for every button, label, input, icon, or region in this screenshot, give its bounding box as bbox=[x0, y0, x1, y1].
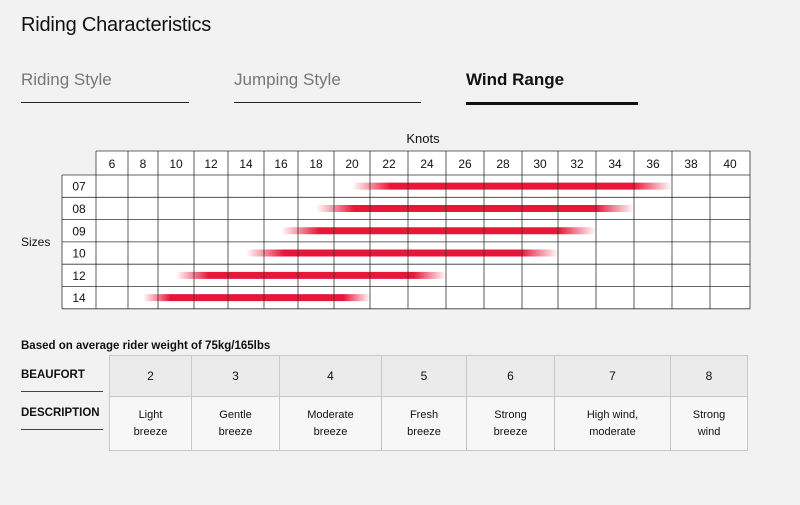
desc-line: Fresh bbox=[409, 408, 439, 421]
desc-line: Light bbox=[138, 408, 163, 421]
desc-line: breeze bbox=[313, 425, 348, 438]
x-tick-label: 30 bbox=[533, 157, 547, 171]
x-tick-label: 10 bbox=[169, 157, 183, 171]
x-tick-label: 28 bbox=[496, 157, 510, 171]
desc-line: Strong bbox=[494, 408, 527, 421]
x-tick-label: 20 bbox=[345, 157, 359, 171]
tab-riding-style[interactable]: Riding Style bbox=[21, 70, 189, 103]
tab-label: Riding Style bbox=[21, 70, 112, 89]
x-axis-title: Knots bbox=[406, 131, 440, 146]
range-bar-09 bbox=[281, 227, 596, 235]
size-label: 10 bbox=[72, 247, 86, 261]
x-tick-label: 14 bbox=[239, 157, 253, 171]
desc-line: breeze bbox=[218, 425, 253, 438]
desc-line: Moderate bbox=[307, 408, 354, 421]
description-cell: Light breeze bbox=[109, 396, 192, 451]
desc-line: breeze bbox=[133, 425, 168, 438]
beaufort-cell: 5 bbox=[381, 355, 467, 397]
beaufort-row: 2 3 4 5 6 7 8 bbox=[109, 355, 748, 397]
range-bar-07 bbox=[352, 182, 672, 190]
size-label: 08 bbox=[72, 202, 86, 216]
desc-line: wind bbox=[697, 425, 721, 438]
tab-jumping-style[interactable]: Jumping Style bbox=[234, 70, 421, 103]
y-axis-title: Sizes bbox=[21, 235, 50, 249]
beaufort-label: BEAUFORT bbox=[21, 369, 103, 392]
beaufort-cell: 2 bbox=[109, 355, 192, 397]
x-tick-label: 8 bbox=[140, 157, 147, 171]
description-cell: Strong breeze bbox=[466, 396, 555, 451]
tab-label: Wind Range bbox=[466, 70, 565, 89]
size-label: 07 bbox=[72, 180, 86, 194]
range-bar-08 bbox=[316, 204, 634, 212]
tab-label: Jumping Style bbox=[234, 70, 341, 89]
x-tick-label: 18 bbox=[309, 157, 323, 171]
desc-line: breeze bbox=[493, 425, 528, 438]
weight-note: Based on average rider weight of 75kg/16… bbox=[21, 340, 271, 352]
description-cell: High wind, moderate bbox=[554, 396, 671, 451]
x-tick-label: 38 bbox=[684, 157, 698, 171]
beaufort-cell: 6 bbox=[466, 355, 555, 397]
size-label: 12 bbox=[72, 269, 86, 283]
x-tick-label: 40 bbox=[723, 157, 737, 171]
desc-line: breeze bbox=[407, 425, 441, 438]
description-cell: Fresh breeze bbox=[381, 396, 467, 451]
description-cell: Gentle breeze bbox=[191, 396, 280, 451]
x-tick-label: 32 bbox=[570, 157, 584, 171]
x-tick-label: 26 bbox=[458, 157, 472, 171]
description-cell: Strong wind bbox=[670, 396, 748, 451]
description-label: DESCRIPTION bbox=[21, 407, 103, 430]
beaufort-table: 2 3 4 5 6 7 8 Light breeze Gentle breeze M… bbox=[109, 355, 748, 451]
desc-line: High wind, bbox=[586, 408, 639, 421]
tab-wind-range[interactable]: Wind Range bbox=[466, 70, 638, 105]
x-tick-label: 36 bbox=[646, 157, 660, 171]
x-tick-label: 6 bbox=[109, 157, 116, 171]
description-row: Light breeze Gentle breeze Moderate breeze … bbox=[109, 396, 748, 451]
desc-line: Strong bbox=[692, 408, 726, 421]
page-title: Riding Characteristics bbox=[21, 14, 212, 36]
range-bar-10 bbox=[246, 249, 559, 257]
beaufort-cell: 8 bbox=[670, 355, 748, 397]
range-bar-12 bbox=[176, 271, 446, 279]
x-tick-label: 34 bbox=[608, 157, 622, 171]
wind-range-chart: Knots Sizes 6 8 10 12 14 16 18 20 22 24 26 28 30 32 34 36… bbox=[21, 131, 751, 310]
beaufort-cell: 4 bbox=[279, 355, 382, 397]
x-tick-label: 22 bbox=[382, 157, 396, 171]
beaufort-cell: 7 bbox=[554, 355, 671, 397]
desc-line: moderate bbox=[589, 425, 636, 438]
beaufort-cell: 3 bbox=[191, 355, 280, 397]
x-tick-label: 16 bbox=[274, 157, 288, 171]
x-tick-label: 24 bbox=[420, 157, 434, 171]
size-label: 14 bbox=[72, 291, 86, 305]
range-bar-14 bbox=[143, 294, 371, 302]
size-label: 09 bbox=[72, 224, 86, 238]
desc-line: Gentle bbox=[219, 408, 252, 421]
description-cell: Moderate breeze bbox=[279, 396, 382, 451]
x-tick-label: 12 bbox=[204, 157, 218, 171]
